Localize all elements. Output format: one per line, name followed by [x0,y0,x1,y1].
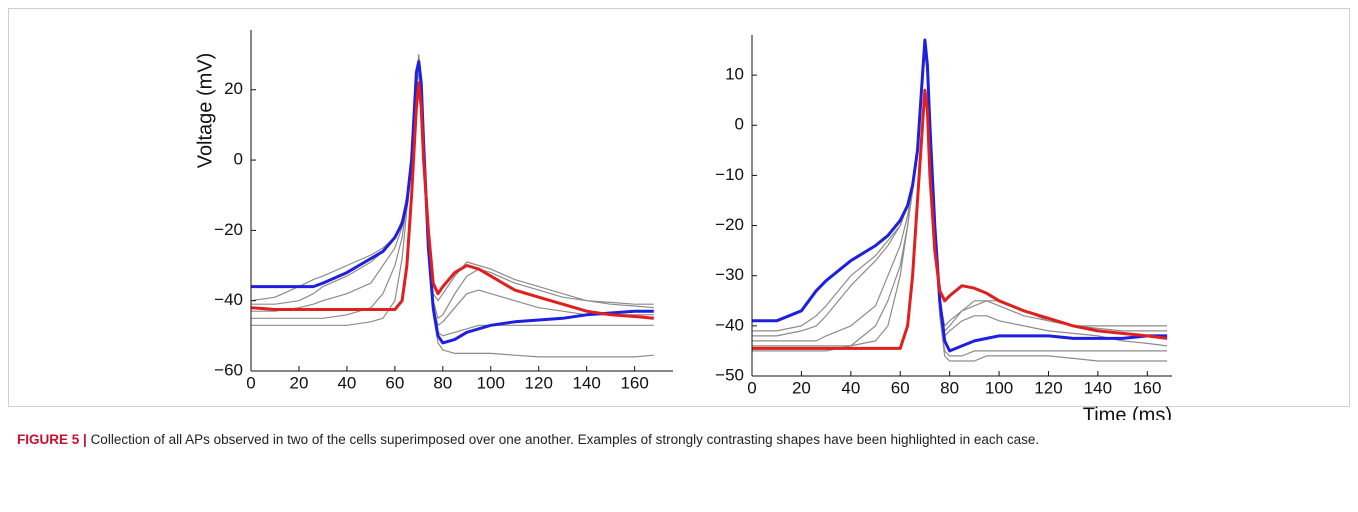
x-tick-label: 40 [337,373,356,392]
x-tick-label: 100 [477,373,505,392]
x-tick-label: 20 [289,373,308,392]
x-axis-label: Time (ms) [1083,404,1172,420]
x-tick-label: 60 [385,373,404,392]
x-tick-label: 120 [1034,378,1062,397]
y-tick-label: −40 [715,315,744,334]
y-tick-label: −20 [214,220,243,239]
x-tick-label: 20 [792,378,811,397]
trace [251,54,654,309]
x-tick-label: 0 [246,373,255,392]
x-tick-label: 80 [940,378,959,397]
y-tick-label: 20 [224,79,243,98]
x-tick-label: 160 [620,373,648,392]
y-tick-label: 0 [234,150,243,169]
x-tick-label: 60 [891,378,910,397]
trace [250,81,654,320]
trace [752,88,1168,350]
x-tick-label: 120 [525,373,553,392]
y-tick-label: −30 [715,265,744,284]
caption-label: FIGURE 5 | [17,432,87,447]
y-axis-label: Voltage (mV) [194,53,216,169]
trace [752,38,1168,353]
x-tick-label: 100 [985,378,1013,397]
trace [752,49,1168,352]
caption: FIGURE 5 | Collection of all APs observe… [17,428,1335,451]
y-tick-label: 0 [735,115,744,134]
y-tick-label: −40 [214,290,243,309]
figure-frame [8,8,1350,407]
y-tick-label: 10 [725,65,744,84]
y-tick-label: −20 [715,215,744,234]
caption-text: Collection of all APs observed in two of… [90,432,1040,447]
x-tick-label: 140 [572,373,600,392]
y-tick-label: −10 [715,165,744,184]
x-tick-label: 140 [1084,378,1112,397]
x-tick-label: 80 [433,373,452,392]
x-tick-label: 40 [841,378,860,397]
x-tick-label: 0 [747,378,756,397]
y-tick-label: −60 [214,360,243,379]
y-tick-label: −50 [715,365,744,384]
x-tick-label: 160 [1133,378,1161,397]
trace [752,49,1168,357]
